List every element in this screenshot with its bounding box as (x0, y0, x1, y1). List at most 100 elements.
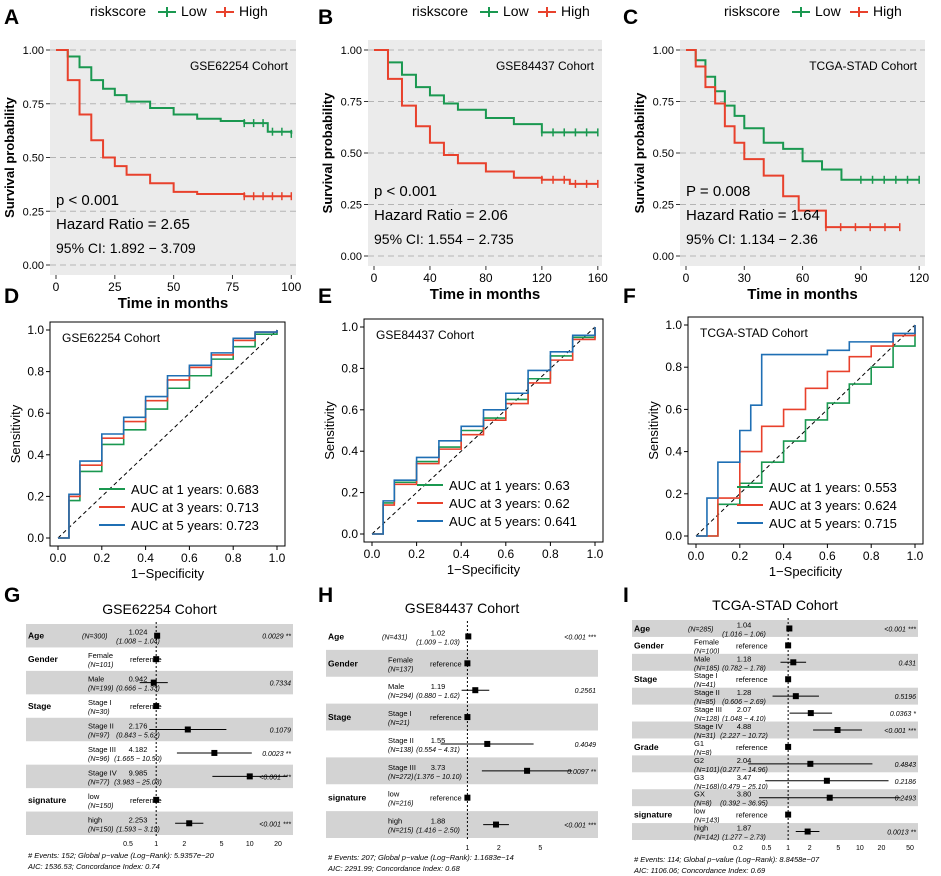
forest-estimate: 3.80 (737, 790, 752, 799)
km-y-tick-label: 0.50 (23, 153, 44, 165)
forest-x-tick-label: 5 (836, 845, 840, 852)
forest-p-value: 0.2493 (895, 796, 917, 803)
forest-level-label: Stage I (694, 671, 718, 680)
roc-panel-f: 0.0 0.0 0.2 0.2 0.4 0.4 0.6 0.6 0.8 0.8 1.0 1.0 TCGA… (646, 316, 924, 579)
forest-estimate: 2.04 (737, 756, 752, 765)
forest-n-label: (N=168) (694, 784, 719, 791)
forest-level-label: G2 (694, 756, 704, 765)
forest-ci-label: (2.227 − 10.72) (720, 733, 768, 740)
km-y-tick-label: 0.00 (653, 251, 674, 263)
km-cohort-label: GSE84437 Cohort (496, 59, 595, 73)
roc-y-tick-label: 0.2 (665, 487, 682, 501)
forest-n-label: (N=85) (694, 699, 716, 706)
km-x-tick-label: 75 (226, 280, 240, 294)
forest-n-label: (N=138) (388, 747, 413, 754)
forest-estimate: 1.19 (431, 682, 446, 691)
forest-n-label: (N=31) (694, 733, 716, 740)
roc-legend-entry: AUC at 3 years: 0.624 (769, 498, 897, 513)
forest-x-tick-label: 1 (154, 841, 158, 848)
km-panel-b: 0.00 0.25 0.50 0.75 1.00 0 40 80 120 160 GSE84437 … (320, 3, 608, 303)
forest-level-label: low (88, 792, 100, 801)
roc-reference-diagonal (57, 329, 278, 539)
forest-n-label: (N=100) (694, 648, 719, 655)
km-confidence-interval: 95% CI: 1.554 − 2.735 (374, 231, 514, 247)
forest-ci-label: (1.048 − 4.10) (722, 716, 766, 723)
forest-point (804, 828, 811, 835)
forest-level-label: Male (88, 675, 104, 684)
forest-ci-label: (0.843 − 5.62) (116, 733, 160, 740)
forest-estimate: 9.985 (129, 768, 148, 777)
forest-variable-label: Stage (634, 674, 657, 684)
forest-level-label: Stage III (388, 763, 416, 772)
panel-letter-c: C (623, 6, 638, 29)
forest-p-value: 0.431 (898, 660, 916, 667)
forest-variable-label: signature (634, 810, 673, 820)
forest-n-label: (N=30) (88, 709, 110, 716)
roc-legend-entry: AUC at 3 years: 0.62 (449, 496, 570, 511)
km-confidence-interval: 95% CI: 1.134 − 2.36 (686, 231, 818, 247)
forest-point (211, 749, 218, 756)
forest-x-tick-label: 0.2 (733, 845, 743, 852)
forest-ci-label: (0.606 − 2.69) (722, 699, 766, 706)
forest-point (785, 642, 792, 649)
forest-x-tick-label: 0.5 (123, 841, 133, 848)
roc-x-tick-label: 0.6 (497, 547, 514, 561)
forest-n-label: (N=101) (88, 662, 113, 669)
forest-ci-label: (1.416 − 2.50) (416, 828, 460, 835)
km-x-tick-label: 100 (281, 280, 301, 294)
forest-row-shade (632, 620, 918, 637)
forest-estimate: 1.024 (129, 628, 148, 637)
roc-y-axis-label: Sensitivity (646, 401, 661, 460)
forest-n-label: (N=215) (388, 828, 413, 835)
forest-n-label: (N=150) (88, 803, 113, 810)
roc-y-tick-label: 0.6 (341, 403, 358, 417)
forest-point (823, 777, 830, 784)
roc-x-tick-label: 0.6 (181, 551, 198, 565)
roc-legend-entry: AUC at 1 years: 0.63 (449, 478, 570, 493)
forest-n-label: (N=142) (694, 835, 719, 842)
forest-level-label: high (388, 817, 402, 826)
km-x-tick-label: 40 (423, 271, 437, 285)
km-legend-low: Low (503, 3, 530, 19)
roc-panel-e: 0.0 0.0 0.2 0.2 0.4 0.4 0.6 0.6 0.8 0.8 1.0 1.0 GSE8… (322, 318, 604, 577)
forest-reference-label: reference (736, 811, 768, 820)
roc-legend-entry: AUC at 5 years: 0.723 (131, 518, 259, 533)
km-x-tick-label: 0 (53, 280, 60, 294)
forest-panel-g: GSE62254 Cohort Age (N=300) 1.024 (1.008 − 1… (26, 601, 293, 871)
roc-cohort-label: GSE84437 Cohort (376, 328, 475, 342)
km-legend-low: Low (181, 3, 208, 19)
km-hazard-ratio: Hazard Ratio = 2.65 (56, 216, 190, 233)
roc-x-axis-label: 1−Specificity (447, 562, 521, 577)
forest-row-shade (632, 653, 918, 671)
roc-y-tick-label: 0.2 (341, 486, 358, 500)
km-legend-title: riskscore (724, 3, 780, 19)
forest-reference-label: reference (430, 713, 462, 722)
forest-estimate: 1.02 (431, 628, 446, 637)
forest-variable-label: Gender (634, 640, 664, 650)
roc-y-tick-label: 0.6 (665, 402, 682, 416)
panel-letter-i: I (623, 584, 629, 607)
km-x-tick-label: 90 (854, 271, 868, 285)
forest-level-label: GX (694, 790, 705, 799)
roc-curve-5y (58, 330, 278, 539)
forest-point (524, 767, 531, 774)
forest-estimate: 1.87 (737, 824, 752, 833)
forest-n-label: (N=128) (694, 716, 719, 723)
forest-level-label: Stage III (694, 705, 722, 714)
forest-level-label: Female (88, 651, 113, 660)
forest-p-value: <0.001 *** (564, 634, 596, 641)
roc-x-tick-label: 0.2 (93, 551, 110, 565)
forest-p-value: <0.001 *** (259, 821, 291, 828)
forest-n-label: (N=185) (694, 665, 719, 672)
forest-n-label: (N=272) (388, 774, 413, 781)
forest-point (484, 740, 491, 747)
roc-x-tick-label: 0.8 (863, 549, 880, 563)
forest-title: GSE84437 Cohort (405, 600, 520, 616)
km-x-tick-label: 160 (588, 271, 608, 285)
forest-x-tick-label: 0.5 (762, 845, 772, 852)
forest-p-value: <0.001 *** (884, 626, 916, 633)
forest-row-shade (326, 811, 598, 838)
forest-reference-label: reference (430, 659, 462, 668)
km-y-tick-label: 0.25 (23, 206, 44, 218)
forest-level-label: Stage IV (88, 768, 117, 777)
